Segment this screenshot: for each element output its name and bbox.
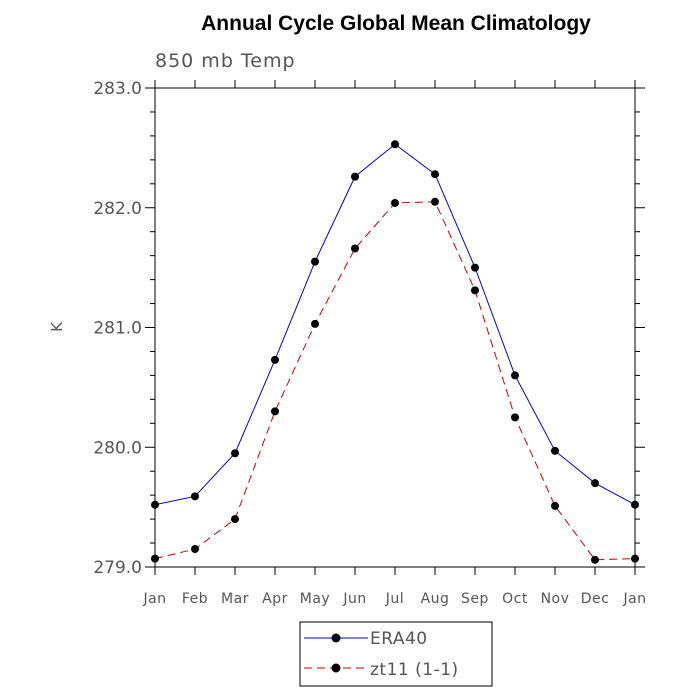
data-point-zt11 [231,515,239,524]
data-point-era40 [471,263,479,272]
axes: 279.0 280.0 281.0 282.0 283.0 Jan Feb Mar Apr May… [93,79,646,607]
data-point-zt11 [191,545,199,554]
series-line-era40 [154,143,636,506]
x-tick-label: May [300,591,330,607]
y-tick-label: 281.0 [93,319,142,339]
data-point-era40 [511,371,519,380]
chart-subtitle: 850 mb Temp [155,50,296,72]
y-tick-label: 283.0 [93,79,142,99]
x-tick-label: Apr [262,591,288,607]
data-point-zt11 [391,198,399,207]
x-tick-label: Jan [142,591,166,607]
data-point-era40 [351,172,359,181]
data-point-era40 [391,140,399,149]
x-tick-label: Mar [221,591,249,607]
x-tick-label: Feb [182,591,208,607]
legend-label-zt11: zt11 (1-1) [370,660,459,680]
x-tick-label: Sep [461,591,489,607]
legend-box [299,621,493,687]
x-tick-label: Aug [421,591,450,607]
legend-marker-zt11 [331,663,341,673]
data-point-era40 [271,355,279,364]
data-point-zt11 [151,554,159,563]
data-point-zt11 [551,501,559,510]
x-tick-label: Jan [622,591,646,607]
series-line-zt11 [154,201,636,561]
data-point-zt11 [271,407,279,416]
data-point-zt11 [591,555,599,564]
y-tick-label: 282.0 [93,199,142,219]
y-axis-label: K [48,321,66,332]
chart-title: Annual Cycle Global Mean Climatology [201,12,591,35]
legend-marker-era40 [331,633,341,643]
data-point-zt11 [311,319,319,328]
data-point-era40 [431,170,439,179]
legend-label-era40: ERA40 [370,629,428,649]
x-tick-label: Oct [502,591,528,607]
data-point-era40 [151,500,159,509]
y-tick-label: 279.0 [93,558,142,578]
x-tick-label: Nov [541,591,570,607]
data-point-zt11 [631,554,639,563]
x-tick-label: Dec [581,591,610,607]
y-tick-label: 280.0 [93,438,142,458]
x-tick-label: Jul [385,591,404,607]
plot-frame [154,87,636,568]
data-point-era40 [191,492,199,501]
data-point-era40 [631,500,639,509]
data-point-zt11 [471,286,479,295]
series-layer [151,140,639,564]
data-point-zt11 [351,244,359,253]
data-point-era40 [551,446,559,455]
x-tick-label: Jun [342,591,366,607]
data-point-era40 [311,257,319,266]
legend: ERA40 zt11 (1-1) [299,621,493,687]
data-point-era40 [231,449,239,458]
data-point-zt11 [431,197,439,206]
data-point-zt11 [511,413,519,422]
data-point-era40 [591,479,599,488]
